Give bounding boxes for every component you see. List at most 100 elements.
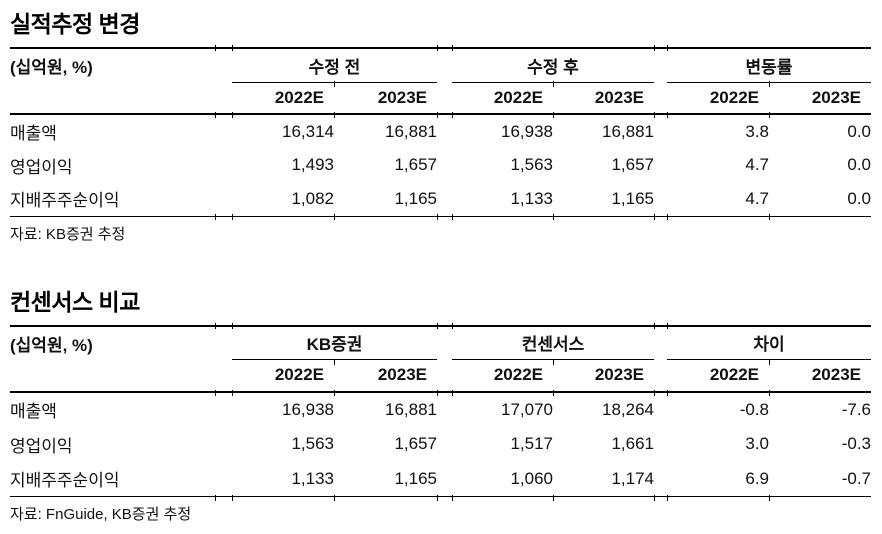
cell-value: 17,070 xyxy=(501,399,553,419)
spacer-cell xyxy=(215,48,232,82)
spacer-cell xyxy=(654,114,667,148)
year-header: 2023E xyxy=(334,82,437,115)
spacer-cell xyxy=(437,392,452,427)
rule-tick xyxy=(215,389,216,396)
cell-value: 0.0 xyxy=(769,182,872,217)
cell-value: -7.6 xyxy=(841,399,871,419)
row-label: 영업이익 xyxy=(10,157,73,177)
group-difference: 차이 xyxy=(667,325,871,360)
row-label: 지배주주순이익 xyxy=(10,182,215,217)
estimate-change-table: (십억원, %) 수정 전 수정 후 변동률 2022E 2023E 2022E… xyxy=(10,47,872,217)
consensus-compare-title: 컨센서스 비교 xyxy=(10,288,140,315)
group-header-row: (십억원, %) KB증권 컨센서스 차이 xyxy=(10,325,871,360)
cell-value: 1,517 xyxy=(510,434,553,453)
cell-value: 1,165 xyxy=(334,461,437,497)
cell-value: 4.7 xyxy=(745,155,769,174)
empty-cell xyxy=(10,82,215,115)
year-header: 2022E xyxy=(232,359,334,393)
group-header-row: (십억원, %) 수정 전 수정 후 변동률 xyxy=(10,48,872,83)
spacer-cell xyxy=(654,359,667,393)
unit-label: (십억원, %) xyxy=(10,58,93,77)
year-header: 2022E xyxy=(667,359,769,393)
table-row-revenue: 매출액 16,314 16,881 16,938 16,881 3.8 0.0 xyxy=(10,114,871,148)
year-header: 2022E xyxy=(667,82,769,115)
rule-tick xyxy=(215,322,216,329)
cell-value: 0.0 xyxy=(847,121,872,141)
year-header: 2022E xyxy=(452,82,553,115)
spacer-cell xyxy=(215,392,232,427)
cell-value: -0.8 xyxy=(739,399,769,419)
consensus-compare-table-wrap: (십억원, %) KB증권 컨센서스 차이 2022E 2023E 2022E … xyxy=(10,322,871,501)
cell-value: 1,165 xyxy=(334,182,437,217)
group-consensus: 컨센서스 xyxy=(452,325,654,360)
year-header-row: 2022E 2023E 2022E 2023E 2022E 2023E xyxy=(10,359,871,393)
spacer-cell xyxy=(437,359,452,393)
spacer-cell xyxy=(437,326,452,360)
spacer-cell xyxy=(215,427,232,462)
table-row-net-income: 지배주주순이익 1,082 1,165 1,133 1,165 4.7 0.0 xyxy=(10,182,872,217)
row-label: 영업이익 xyxy=(10,436,73,456)
group-change-rate: 변동률 xyxy=(667,48,872,83)
cell-value: 16,881 xyxy=(602,121,654,141)
spacer-cell xyxy=(437,461,452,497)
spacer-cell xyxy=(215,114,232,148)
cell-value: 1,657 xyxy=(394,155,437,174)
row-label: 지배주주순이익 xyxy=(10,461,215,497)
spacer-cell xyxy=(654,182,667,217)
table-row-net-income: 지배주주순이익 1,133 1,165 1,060 1,174 6.9 -0.7 xyxy=(10,461,871,497)
cell-value: 3.0 xyxy=(745,434,769,453)
source-note: 자료: FnGuide, KB증권 추정 xyxy=(10,506,192,523)
cell-value: -0.7 xyxy=(769,461,871,497)
cell-value: 1,082 xyxy=(232,182,334,217)
unit-label: (십억원, %) xyxy=(10,335,93,355)
spacer-cell xyxy=(215,82,232,115)
source-note: 자료: KB증권 추정 xyxy=(10,225,126,243)
rule-tick xyxy=(215,214,216,220)
spacer-cell xyxy=(654,48,667,82)
spacer-cell xyxy=(437,82,452,115)
cell-value: 1,133 xyxy=(232,461,334,497)
cell-value: 1,657 xyxy=(611,155,654,174)
cell-value: 1,493 xyxy=(291,155,334,174)
cell-value: 1,563 xyxy=(291,434,334,453)
year-header: 2022E xyxy=(452,359,553,393)
table-row-revenue: 매출액 16,938 16,881 17,070 18,264 -0.8 -7.… xyxy=(10,392,871,427)
cell-value: 1,174 xyxy=(553,461,654,497)
group-before-revision: 수정 전 xyxy=(232,48,437,83)
spacer-cell xyxy=(215,148,232,182)
spacer-cell xyxy=(437,148,452,182)
year-header-row: 2022E 2023E 2022E 2023E 2022E 2023E xyxy=(10,82,872,115)
spacer-cell xyxy=(437,48,452,82)
cell-value: 16,881 xyxy=(385,399,437,419)
cell-value: 1,657 xyxy=(394,434,437,453)
cell-value: 16,938 xyxy=(501,121,553,141)
cell-value: 6.9 xyxy=(667,461,769,497)
spacer-cell xyxy=(215,359,232,393)
spacer-cell xyxy=(215,326,232,360)
consensus-compare-table: (십억원, %) KB증권 컨센서스 차이 2022E 2023E 2022E … xyxy=(10,324,871,497)
spacer-cell xyxy=(437,427,452,462)
rule-tick xyxy=(215,494,216,501)
estimate-change-table-wrap: (십억원, %) 수정 전 수정 후 변동률 2022E 2023E 2022E… xyxy=(10,45,872,220)
spacer-cell xyxy=(654,326,667,360)
rule-tick xyxy=(215,45,216,51)
cell-value: 1,133 xyxy=(452,182,553,217)
spacer-cell xyxy=(437,182,452,217)
year-header: 2023E xyxy=(769,82,872,115)
cell-value: 1,563 xyxy=(510,155,553,174)
cell-value: 16,314 xyxy=(282,121,334,141)
year-header: 2023E xyxy=(334,359,437,393)
estimate-change-title: 실적추정 변경 xyxy=(10,11,140,37)
empty-cell xyxy=(10,359,215,393)
cell-value: 0.0 xyxy=(847,155,872,174)
spacer-cell xyxy=(215,461,232,497)
table-row-operating-profit: 영업이익 1,493 1,657 1,563 1,657 4.7 0.0 xyxy=(10,148,871,182)
spacer-cell xyxy=(654,392,667,427)
year-header: 2023E xyxy=(553,359,654,393)
year-header: 2023E xyxy=(553,82,654,115)
spacer-cell xyxy=(437,114,452,148)
rule-tick xyxy=(334,358,335,365)
cell-value: 16,938 xyxy=(282,399,334,419)
cell-value: 1,060 xyxy=(452,461,553,497)
cell-value: 1,661 xyxy=(611,434,654,453)
